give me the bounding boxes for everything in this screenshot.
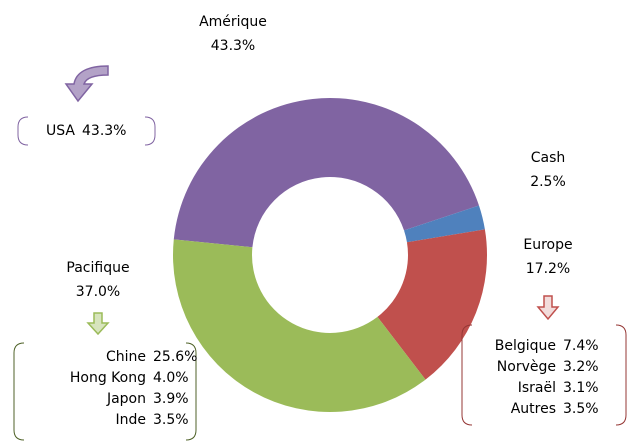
detail-name: Norvège — [497, 359, 556, 375]
category-label: Amérique — [199, 14, 267, 30]
category-label: Cash — [531, 150, 566, 166]
donut-segment — [377, 229, 487, 380]
detail-value: 3.2% — [563, 359, 599, 375]
bracket — [185, 342, 197, 441]
value-label: 37.0% — [76, 284, 120, 300]
detail-value: 25.6% — [153, 349, 197, 365]
value-label: 17.2% — [526, 261, 570, 277]
detail-value: 3.5% — [153, 412, 189, 428]
category-label: Pacifique — [66, 260, 129, 276]
detail-value: 3.5% — [563, 401, 599, 417]
bracket — [615, 324, 627, 426]
detail-name: Chine — [106, 349, 146, 365]
bracket — [13, 342, 25, 441]
detail-value: 43.3% — [82, 123, 126, 139]
bracket — [144, 116, 156, 146]
detail-name: USA — [46, 123, 75, 139]
bracket — [17, 116, 29, 146]
arrow — [64, 65, 109, 103]
detail-name: Japon — [106, 391, 146, 407]
donut-segment — [173, 239, 426, 413]
detail-value: 3.9% — [153, 391, 189, 407]
bracket — [461, 324, 473, 426]
donut-segment — [404, 205, 485, 243]
detail-value: 3.1% — [563, 380, 599, 396]
detail-name: Autres — [511, 401, 556, 417]
donut-segment — [173, 97, 479, 248]
detail-name: Inde — [115, 412, 146, 428]
category-label: Europe — [523, 237, 572, 253]
arrow — [536, 295, 560, 321]
detail-name: Belgique — [495, 338, 556, 354]
value-label: 43.3% — [211, 38, 255, 54]
value-label: 2.5% — [530, 174, 566, 190]
detail-name: Hong Kong — [70, 370, 146, 386]
detail-value: 7.4% — [563, 338, 599, 354]
detail-name: Israël — [518, 380, 556, 396]
arrow — [86, 312, 110, 336]
detail-value: 4.0% — [153, 370, 189, 386]
